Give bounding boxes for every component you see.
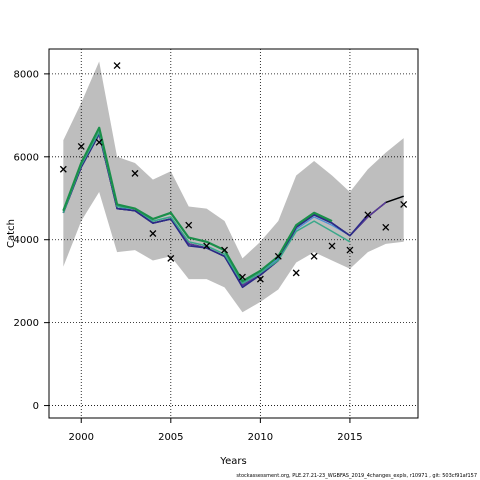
y-tick-label: 6000	[14, 152, 39, 163]
x-axis-title: Years	[219, 456, 246, 467]
observed-point-stroke	[364, 211, 372, 219]
observed-point	[167, 254, 175, 262]
x-tick-label: 2010	[248, 432, 273, 443]
observed-point	[149, 230, 157, 237]
observed-point	[203, 242, 211, 250]
observed-point	[185, 221, 193, 229]
observed-point-stroke	[292, 269, 300, 277]
observed-point-stroke	[382, 223, 390, 231]
observed-point	[95, 138, 103, 146]
observed-point	[77, 142, 85, 150]
observed-point	[274, 252, 282, 260]
observed-point-stroke	[203, 242, 211, 250]
observed-point-stroke	[167, 254, 175, 262]
observed-point	[59, 165, 67, 173]
y-axis-title: Catch	[6, 219, 17, 248]
observed-point-stroke	[131, 169, 139, 177]
observed-point	[221, 246, 229, 254]
observed-point	[131, 169, 139, 177]
x-tick-label: 2005	[158, 432, 183, 443]
plot-frame	[48, 48, 419, 419]
observed-point	[256, 275, 264, 283]
observed-point-stroke	[221, 246, 229, 254]
observed-point-stroke	[310, 252, 318, 260]
observed-point-stroke	[274, 252, 282, 260]
confidence-band-layer	[63, 61, 404, 313]
observed-point-stroke	[113, 62, 121, 70]
observed-point-stroke	[256, 275, 264, 283]
y-tick-label: 4000	[14, 235, 39, 246]
observed-point	[364, 211, 372, 219]
footer-attribution: stockassessment.org, PLE.27.21-23_WGBFAS…	[236, 473, 477, 479]
observed-point	[328, 242, 336, 250]
observed-point	[382, 223, 390, 231]
x-tick-label: 2015	[337, 432, 362, 443]
ticks-layer: 2000 2005 2010 2015 0 2000 4000 6000 8000	[14, 69, 363, 443]
series-line-6	[62, 126, 333, 283]
observed-point-stroke	[185, 221, 193, 229]
observed-point	[310, 252, 318, 260]
x-tick-label: 2000	[69, 432, 94, 443]
y-tick-label: 2000	[14, 318, 39, 329]
observed-point-stroke	[77, 142, 85, 150]
observed-point-stroke	[328, 242, 336, 250]
confidence-band	[63, 61, 404, 313]
observed-point-stroke	[95, 138, 103, 146]
observed-point-stroke	[149, 230, 157, 237]
observed-point	[346, 246, 354, 254]
observed-point	[238, 273, 246, 281]
observed-points-layer	[59, 62, 408, 283]
observed-point-stroke	[346, 246, 354, 254]
y-tick-label: 0	[33, 401, 39, 412]
observed-point	[292, 269, 300, 277]
observed-point	[113, 62, 121, 70]
observed-point-stroke	[238, 273, 246, 281]
observed-point-stroke	[59, 165, 67, 173]
observed-point	[400, 201, 408, 208]
observed-point-stroke	[400, 201, 408, 208]
y-tick-label: 8000	[14, 69, 39, 80]
